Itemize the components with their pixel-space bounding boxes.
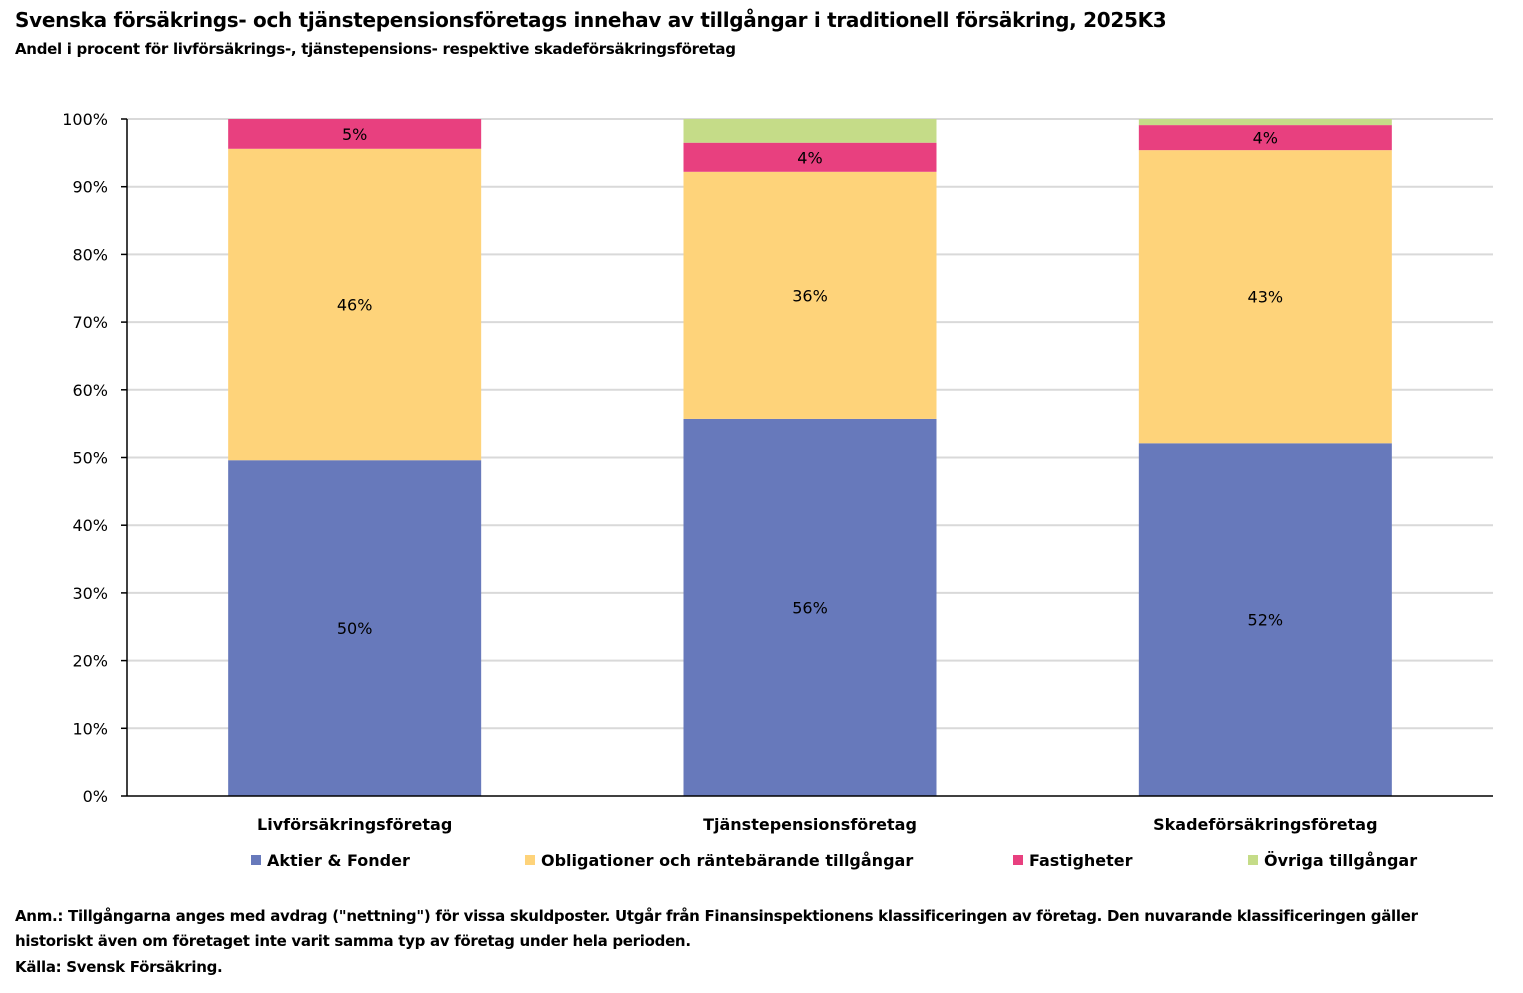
data-label: 52%	[1248, 611, 1284, 630]
bar-segment	[1138, 125, 1392, 151]
legend-marker	[1013, 855, 1023, 865]
y-tick-label: 30%	[72, 584, 108, 603]
bar-segment	[683, 119, 937, 143]
source-note: Källa: Svensk Försäkring.	[15, 958, 223, 976]
bar-segment	[228, 119, 482, 149]
data-label: 5%	[342, 125, 367, 144]
bar-segment	[1138, 150, 1392, 444]
legend-marker	[1248, 855, 1258, 865]
legend-label: Obligationer och räntebärande tillgångar	[541, 851, 913, 870]
bar-segment	[1138, 443, 1392, 796]
data-label: 43%	[1248, 288, 1284, 307]
y-tick-label: 80%	[72, 245, 108, 264]
chart-title: Svenska försäkrings- och tjänstepensions…	[15, 8, 1167, 32]
legend-label: Övriga tillgångar	[1264, 851, 1417, 870]
y-tick-label: 60%	[72, 381, 108, 400]
y-tick-label: 50%	[72, 449, 108, 468]
data-label: 50%	[337, 619, 373, 638]
bar-segment	[228, 460, 482, 796]
data-label: 4%	[1253, 129, 1278, 148]
data-label: 36%	[792, 286, 828, 305]
bar-segment	[1138, 119, 1392, 126]
bar-segment	[683, 171, 937, 419]
x-tick-label: Livförsäkringsföretag	[257, 815, 452, 834]
legend-label: Fastigheter	[1029, 851, 1133, 870]
y-tick-label: 20%	[72, 652, 108, 671]
legend-marker	[251, 855, 261, 865]
y-tick-label: 40%	[72, 516, 108, 535]
y-tick-label: 0%	[83, 787, 108, 806]
chart-subtitle: Andel i procent för livförsäkrings-, tjä…	[15, 40, 736, 58]
y-tick-label: 90%	[72, 178, 108, 197]
bar-segment	[683, 418, 937, 796]
note-line-2: historiskt även om företaget inte varit …	[15, 932, 691, 950]
data-label: 46%	[337, 295, 373, 314]
legend-label: Aktier & Fonder	[267, 851, 410, 870]
y-tick-label: 100%	[62, 110, 108, 129]
bar-segment	[228, 148, 482, 461]
bar-segment	[683, 142, 937, 172]
y-tick-label: 10%	[72, 719, 108, 738]
y-tick-label: 70%	[72, 313, 108, 332]
data-label: 56%	[792, 598, 828, 617]
note-line-1: Anm.: Tillgångarna anges med avdrag ("ne…	[15, 907, 1418, 925]
legend-marker	[525, 855, 535, 865]
x-tick-label: Tjänstepensionsföretag	[703, 815, 917, 834]
data-label: 4%	[797, 148, 822, 167]
x-tick-label: Skadeförsäkringsföretag	[1153, 815, 1377, 834]
